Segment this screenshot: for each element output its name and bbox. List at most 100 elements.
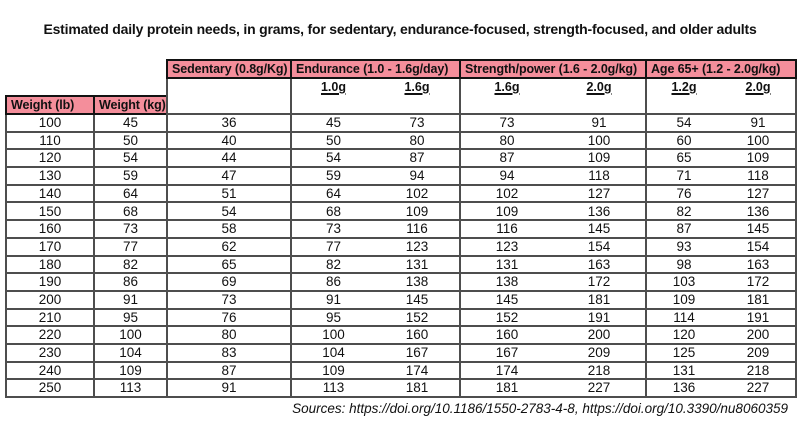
header-endurance: Endurance (1.0 - 1.6g/day) <box>290 59 461 79</box>
cell-age-1-2g: 60 <box>645 130 721 151</box>
cell-endurance-1-0g: 109 <box>290 360 375 381</box>
cell-age-1-2g: 131 <box>645 360 721 381</box>
cell-strength-2-0g: 200 <box>553 325 647 345</box>
cell-age-1-2g: 87 <box>645 219 721 239</box>
cell-weight-kg: 50 <box>93 130 168 151</box>
table-row: 100 45 36 45 73 73 91 54 91 <box>5 113 798 133</box>
subheader-label: 1.0g <box>320 80 346 94</box>
cell-strength-1-6g: 116 <box>459 219 553 239</box>
table-row: 220 100 80 100 160 160 200 120 200 <box>5 325 798 345</box>
cell-strength-2-0g: 218 <box>553 360 647 381</box>
cell-endurance-1-6g: 87 <box>375 148 461 169</box>
cell-endurance-1-0g: 86 <box>290 272 375 292</box>
cell-sedentary: 36 <box>166 113 292 133</box>
cell-strength-2-0g: 163 <box>553 254 647 275</box>
cell-sedentary: 40 <box>166 130 292 151</box>
group-header-row: Sedentary (0.8g/Kg) Endurance (1.0 - 1.6… <box>6 59 798 79</box>
cell-strength-1-6g: 123 <box>459 236 553 257</box>
subheader-row: 1.0g 1.6g 1.6g 2.0g 1.2g 2.0g <box>6 77 798 115</box>
cell-strength-1-6g: 102 <box>459 183 553 204</box>
cell-weight-kg: 100 <box>93 325 168 345</box>
cell-endurance-1-6g: 102 <box>375 183 461 204</box>
table-row: 180 82 65 82 131 131 163 98 163 <box>5 254 798 275</box>
cell-weight-kg: 45 <box>93 113 168 133</box>
cell-sedentary: 83 <box>166 342 292 363</box>
cell-endurance-1-0g: 95 <box>290 307 375 328</box>
protein-needs-table: Sedentary (0.8g/Kg) Endurance (1.0 - 1.6… <box>5 59 798 398</box>
cell-weight-kg: 59 <box>93 166 168 186</box>
cell-endurance-1-6g: 145 <box>375 289 461 310</box>
cell-age-2-0g: 145 <box>721 219 798 239</box>
cell-sedentary: 44 <box>166 148 292 169</box>
cell-weight-lb: 250 <box>5 378 95 398</box>
cell-sedentary: 69 <box>166 272 292 292</box>
cell-age-1-2g: 136 <box>645 378 721 398</box>
header-sedentary: Sedentary (0.8g/Kg) <box>166 59 292 79</box>
cell-endurance-1-6g: 138 <box>375 272 461 292</box>
cell-endurance-1-0g: 91 <box>290 289 375 310</box>
cell-strength-2-0g: 172 <box>553 272 647 292</box>
cell-weight-kg: 86 <box>93 272 168 292</box>
cell-weight-lb: 240 <box>5 360 95 381</box>
cell-strength-1-6g: 94 <box>459 166 553 186</box>
cell-weight-kg: 109 <box>93 360 168 381</box>
cell-age-1-2g: 114 <box>645 307 721 328</box>
cell-strength-1-6g: 174 <box>459 360 553 381</box>
cell-age-2-0g: 154 <box>721 236 798 257</box>
subheader-label: 1.2g <box>671 80 697 94</box>
cell-weight-kg: 113 <box>93 378 168 398</box>
subheader-strength-2-0g: 2.0g <box>553 77 647 115</box>
weight-header-row: Weight (lb) Weight (kg) <box>5 95 796 115</box>
cell-age-2-0g: 191 <box>721 307 798 328</box>
cell-age-1-2g: 65 <box>645 148 721 169</box>
cell-age-2-0g: 118 <box>721 166 798 186</box>
cell-age-1-2g: 103 <box>645 272 721 292</box>
cell-sedentary: 87 <box>166 360 292 381</box>
cell-endurance-1-0g: 77 <box>290 236 375 257</box>
cell-weight-lb: 190 <box>5 272 95 292</box>
cell-strength-1-6g: 73 <box>459 113 553 133</box>
cell-strength-2-0g: 100 <box>553 130 647 151</box>
cell-age-1-2g: 54 <box>645 113 721 133</box>
cell-endurance-1-6g: 131 <box>375 254 461 275</box>
cell-strength-1-6g: 138 <box>459 272 553 292</box>
cell-weight-kg: 73 <box>93 219 168 239</box>
cell-weight-lb: 120 <box>5 148 95 169</box>
cell-sedentary: 73 <box>166 289 292 310</box>
cell-age-2-0g: 100 <box>721 130 798 151</box>
subheader-strength-1-6g: 1.6g <box>459 77 553 115</box>
table-row: 190 86 69 86 138 138 172 103 172 <box>5 272 798 292</box>
cell-age-1-2g: 76 <box>645 183 721 204</box>
table-row: 250 113 91 113 181 181 227 136 227 <box>5 378 798 398</box>
cell-endurance-1-0g: 68 <box>290 201 375 222</box>
table-row: 130 59 47 59 94 94 118 71 118 <box>5 166 798 186</box>
cell-weight-lb: 200 <box>5 289 95 310</box>
cell-endurance-1-6g: 94 <box>375 166 461 186</box>
cell-strength-2-0g: 118 <box>553 166 647 186</box>
cell-age-2-0g: 91 <box>721 113 798 133</box>
cell-sedentary: 62 <box>166 236 292 257</box>
cell-age-2-0g: 209 <box>721 342 798 363</box>
cell-age-2-0g: 127 <box>721 183 798 204</box>
subheader-age-2-0g: 2.0g <box>721 77 798 115</box>
cell-age-2-0g: 181 <box>721 289 798 310</box>
header-weight-lb: Weight (lb) <box>5 95 95 115</box>
cell-weight-kg: 91 <box>93 289 168 310</box>
cell-strength-2-0g: 91 <box>553 113 647 133</box>
subheader-label: 2.0g <box>745 80 771 94</box>
cell-endurance-1-6g: 167 <box>375 342 461 363</box>
cell-sedentary: 58 <box>166 219 292 239</box>
cell-weight-lb: 180 <box>5 254 95 275</box>
table-row: 150 68 54 68 109 109 136 82 136 <box>5 201 798 222</box>
cell-endurance-1-6g: 174 <box>375 360 461 381</box>
table-row: 140 64 51 64 102 102 127 76 127 <box>5 183 798 204</box>
table-row: 200 91 73 91 145 145 181 109 181 <box>5 289 798 310</box>
cell-endurance-1-0g: 54 <box>290 148 375 169</box>
subheader-endurance-1-0g: 1.0g <box>290 77 375 115</box>
cell-strength-1-6g: 109 <box>459 201 553 222</box>
cell-strength-1-6g: 181 <box>459 378 553 398</box>
subheader-endurance-1-6g: 1.6g <box>375 77 461 115</box>
cell-age-1-2g: 120 <box>645 325 721 345</box>
page-title: Estimated daily protein needs, in grams,… <box>43 21 757 37</box>
cell-age-1-2g: 82 <box>645 201 721 222</box>
